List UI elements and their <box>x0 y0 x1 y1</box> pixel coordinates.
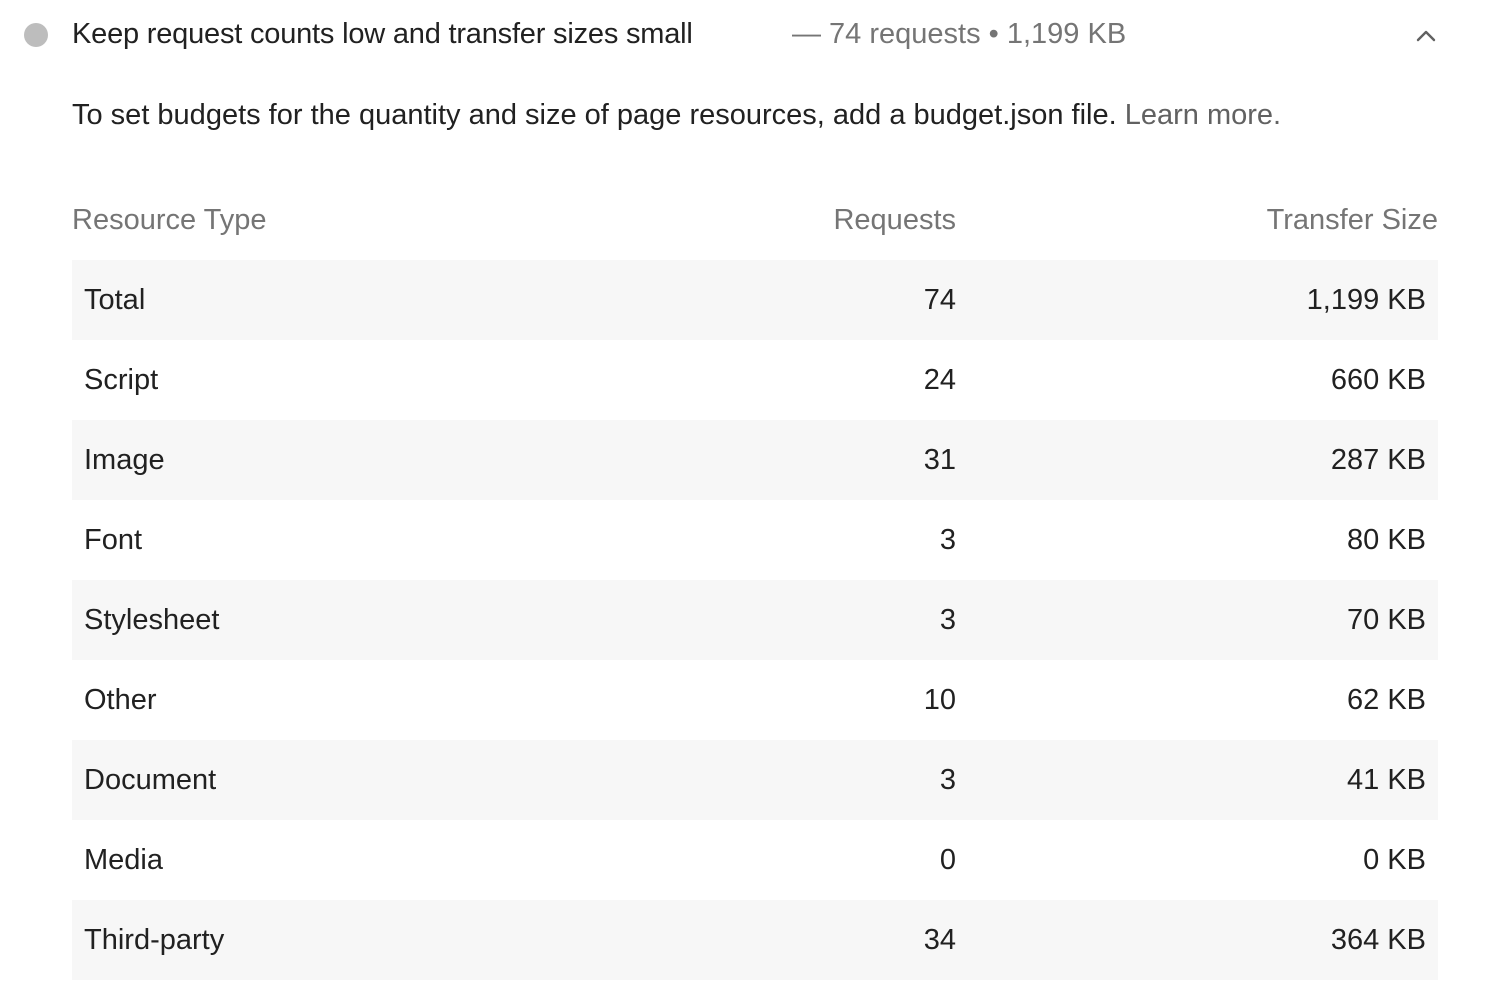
cell-transfer-size: 62 KB <box>1347 683 1426 716</box>
cell-requests: 3 <box>939 603 956 636</box>
table-row: Script 24 660 KB <box>72 340 1438 420</box>
cell-resource-type: Stylesheet <box>84 603 220 636</box>
cell-requests: 0 <box>939 843 956 876</box>
cell-transfer-size: 80 KB <box>1347 523 1426 556</box>
cell-requests: 74 <box>923 283 956 316</box>
cell-resource-type: Document <box>84 763 217 796</box>
audit-summary: — 74 requests • 1,199 KB <box>792 18 1127 50</box>
cell-resource-type: Third-party <box>84 923 225 956</box>
cell-transfer-size: 41 KB <box>1347 763 1426 796</box>
cell-requests: 3 <box>939 523 956 556</box>
cell-transfer-size: 364 KB <box>1330 923 1426 956</box>
cell-requests: 34 <box>923 923 956 956</box>
table-row: Other 10 62 KB <box>72 660 1438 740</box>
cell-requests: 3 <box>939 763 956 796</box>
cell-resource-type: Image <box>84 443 165 476</box>
table-row: Image 31 287 KB <box>72 420 1438 500</box>
cell-resource-type: Other <box>84 683 157 716</box>
table-row: Font 3 80 KB <box>72 500 1438 580</box>
cell-resource-type: Media <box>84 843 163 876</box>
table-row: Media 0 0 KB <box>72 820 1438 900</box>
audit-header[interactable]: Keep request counts low and transfer siz… <box>0 0 1500 68</box>
cell-transfer-size: 287 KB <box>1330 443 1426 476</box>
status-dot-icon <box>24 23 48 47</box>
cell-resource-type: Font <box>84 523 143 556</box>
cell-requests: 10 <box>923 683 956 716</box>
table-row: Third-party 34 364 KB <box>72 900 1438 980</box>
audit-title: Keep request counts low and transfer siz… <box>72 18 693 50</box>
header-requests: Requests <box>833 203 956 236</box>
cell-transfer-size: 1,199 KB <box>1306 283 1426 316</box>
cell-requests: 31 <box>923 443 956 476</box>
header-resource-type: Resource Type <box>72 203 267 236</box>
cell-transfer-size: 70 KB <box>1347 603 1426 636</box>
cell-resource-type: Script <box>84 363 159 396</box>
table-row: Total 74 1,199 KB <box>72 260 1438 340</box>
table-header: Resource Type Requests Transfer Size <box>72 180 1438 260</box>
audit-description: To set budgets for the quantity and size… <box>72 94 1281 136</box>
table-row: Stylesheet 3 70 KB <box>72 580 1438 660</box>
cell-transfer-size: 660 KB <box>1330 363 1426 396</box>
description-text: To set budgets for the quantity and size… <box>72 99 1117 131</box>
cell-requests: 24 <box>923 363 956 396</box>
chevron-up-icon[interactable] <box>1410 20 1442 52</box>
learn-more-link[interactable]: Learn more. <box>1124 99 1282 131</box>
cell-transfer-size: 0 KB <box>1363 843 1426 876</box>
resource-summary-table: Resource Type Requests Transfer Size Tot… <box>72 180 1438 980</box>
header-transfer-size: Transfer Size <box>1266 203 1438 236</box>
table-row: Document 3 41 KB <box>72 740 1438 820</box>
cell-resource-type: Total <box>84 283 146 316</box>
